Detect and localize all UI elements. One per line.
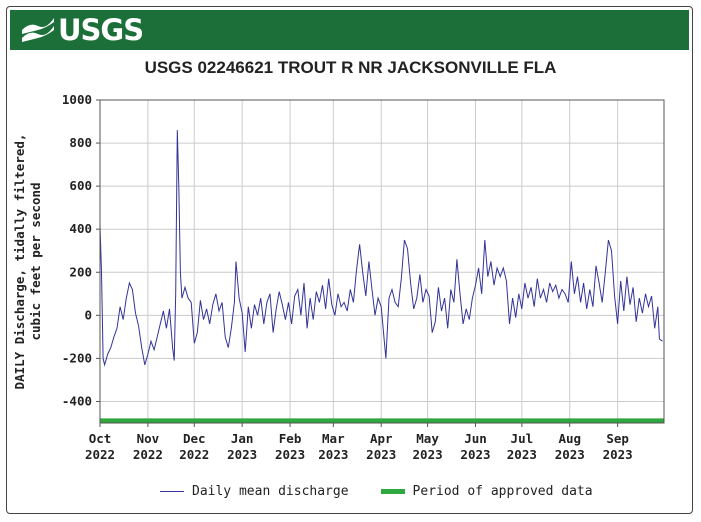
x-tick-label-year: 2023 bbox=[275, 447, 305, 462]
x-tick-label-month: May bbox=[416, 431, 439, 446]
x-tick-label-month: Mar bbox=[322, 431, 345, 446]
legend-swatch-discharge bbox=[160, 490, 184, 492]
x-tick-label-year: 2023 bbox=[413, 447, 443, 462]
x-tick-label-month: Sep bbox=[606, 431, 629, 446]
x-tick-label-month: Feb bbox=[279, 431, 302, 446]
x-tick-label-year: 2023 bbox=[460, 447, 490, 462]
x-tick-label-month: Dec bbox=[183, 431, 206, 446]
chart-frame bbox=[6, 6, 693, 514]
discharge-series-line bbox=[99, 130, 663, 367]
x-axis-ticks: Oct2022Nov2022Dec2022Jan2023Feb2023Mar20… bbox=[85, 423, 633, 462]
y-tick-label: -400 bbox=[62, 393, 92, 408]
x-tick-label-year: 2023 bbox=[227, 447, 257, 462]
usgs-logo-text: USGS bbox=[58, 13, 144, 47]
y-tick-label: 200 bbox=[69, 264, 92, 279]
x-tick-label-month: Apr bbox=[370, 431, 393, 446]
usgs-header-bar: USGS bbox=[10, 10, 689, 50]
y-axis-label-line1: DAILY Discharge, tidally filtered, bbox=[12, 134, 27, 390]
usgs-logo-icon bbox=[22, 18, 54, 42]
grid-lines bbox=[100, 99, 664, 423]
legend-swatch-approved bbox=[380, 488, 405, 494]
legend-label-approved: Period of approved data bbox=[412, 483, 593, 499]
x-tick-label-month: Jan bbox=[231, 431, 254, 446]
y-tick-label: 1000 bbox=[62, 92, 92, 107]
x-tick-label-month: Jul bbox=[511, 431, 534, 446]
legend-item-approved: Period of approved data bbox=[380, 483, 593, 499]
x-tick-label-year: 2023 bbox=[318, 447, 348, 462]
y-tick-label: -200 bbox=[62, 350, 92, 365]
x-tick-label-year: 2023 bbox=[555, 447, 585, 462]
y-axis-ticks: 1000 800 600 400 200 0 -200 -400 bbox=[62, 92, 100, 408]
legend-label-discharge: Daily mean discharge bbox=[192, 483, 349, 499]
chart-title: USGS 02246621 TROUT R NR JACKSONVILLE FL… bbox=[144, 58, 557, 77]
x-tick-label-year: 2023 bbox=[603, 447, 633, 462]
series-layer bbox=[99, 130, 664, 424]
x-tick-label-month: Oct bbox=[89, 431, 112, 446]
x-tick-label-month: Jun bbox=[464, 431, 487, 446]
x-tick-label-year: 2022 bbox=[179, 447, 209, 462]
y-axis-label-line2: cubic feet per second bbox=[28, 182, 43, 340]
y-tick-label: 600 bbox=[69, 178, 92, 193]
x-tick-label-year: 2022 bbox=[85, 447, 115, 462]
x-tick-label-year: 2023 bbox=[507, 447, 537, 462]
x-tick-label-month: Nov bbox=[137, 431, 160, 446]
y-tick-label: 0 bbox=[84, 307, 92, 322]
y-tick-label: 800 bbox=[69, 135, 92, 150]
x-tick-label-year: 2023 bbox=[366, 447, 396, 462]
legend: Daily mean discharge Period of approved … bbox=[160, 481, 625, 501]
legend-item-discharge: Daily mean discharge bbox=[160, 484, 349, 499]
x-tick-label-year: 2022 bbox=[133, 447, 163, 462]
plot-border bbox=[99, 99, 665, 424]
x-tick-label-month: Aug bbox=[558, 431, 581, 446]
y-tick-label: 400 bbox=[69, 221, 92, 236]
